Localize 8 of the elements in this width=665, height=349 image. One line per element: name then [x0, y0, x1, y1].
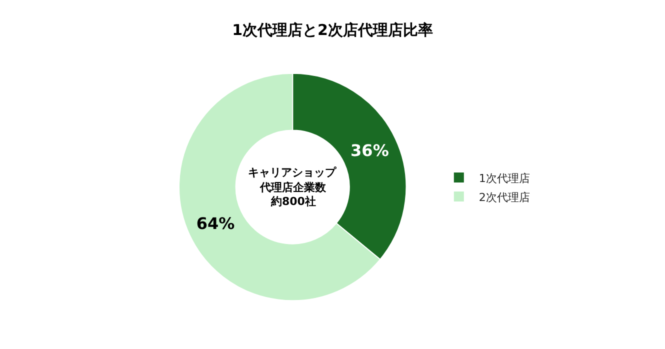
text: キャリアショップ	[248, 166, 337, 179]
legend-label: 2次代理店	[478, 190, 530, 204]
data-label: 64%	[196, 214, 235, 233]
text: 約800社	[270, 195, 316, 208]
data-label: 36%	[350, 141, 389, 160]
text: 代理店企業数	[259, 181, 327, 194]
chart-title: 1次代理店と2次店代理店比率	[232, 20, 433, 39]
legend-label: 1次代理店	[478, 172, 530, 185]
